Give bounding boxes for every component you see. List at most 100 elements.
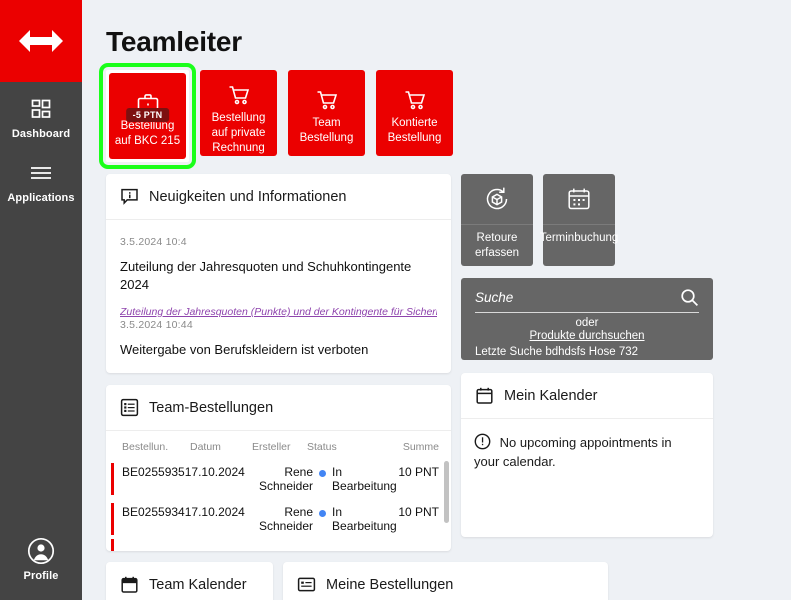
table-header-row: Bestellun. Datum Ersteller Status Summe	[106, 431, 451, 459]
my-orders-card-header: Meine Bestellungen	[283, 562, 608, 600]
column-header-summe: Summe	[402, 441, 439, 453]
team-calendar-card-title: Team Kalender	[149, 576, 247, 593]
table-row[interactable]: BE0255935 17.10.2024 Rene Schneider In B…	[106, 459, 451, 499]
table-scrollbar[interactable]	[444, 461, 449, 523]
sidebar-item-dashboard[interactable]: Dashboard	[0, 82, 82, 146]
last-search-text: Letzte Suche bdhdsfs Hose 732	[475, 346, 639, 358]
right-column: Retoure erfassen	[461, 174, 713, 551]
calendar-empty-message-wrapper: No upcoming appointments in your calenda…	[474, 433, 700, 471]
cell-datum: 17.10.2024	[184, 465, 245, 479]
table-row[interactable]: BE0255934 17.10.2024 Rene Schneider In B…	[106, 499, 451, 539]
column-header-status: Status	[307, 441, 337, 453]
action-tile-private-wrapper: Bestellung auf private Rechnung	[200, 70, 277, 162]
team-orders-table: Bestellun. Datum Ersteller Status Summe …	[106, 431, 451, 551]
my-orders-card-title: Meine Bestellungen	[326, 576, 454, 593]
news-entry-date: 3.5.2024 10:44	[120, 319, 193, 331]
calendar-icon	[475, 386, 494, 405]
sidebar-item-profile[interactable]: Profile	[0, 524, 82, 600]
cell-datum: 17.10.2024	[184, 505, 245, 519]
tile-divider	[461, 224, 533, 225]
search-icon[interactable]	[680, 288, 699, 307]
sbb-logo[interactable]	[0, 0, 82, 82]
search-card: oder Produkte durchsuchen Letzte Suche b…	[461, 278, 713, 360]
search-row	[475, 288, 699, 313]
action-tile-bestellung-auf-private-rechnung-label: Bestellung auf private Rechnung	[211, 112, 266, 154]
news-card-header: Neuigkeiten und Informationen	[106, 174, 451, 220]
user-circle-icon	[27, 537, 55, 565]
cell-bestellung: BE0255935	[122, 465, 185, 479]
left-column: Neuigkeiten und Informationen 3.5.2024 1…	[106, 174, 451, 551]
news-card: Neuigkeiten und Informationen 3.5.2024 1…	[106, 174, 451, 373]
news-card-body: 3.5.2024 10:4 Zuteilung der Jahresquoten…	[106, 220, 451, 373]
dashboard-columns: Neuigkeiten und Informationen 3.5.2024 1…	[106, 174, 777, 551]
tile-divider	[543, 224, 615, 225]
quick-action-tiles: -5 PTN Bestellung auf BKC 215	[99, 63, 777, 169]
sidebar-item-profile-label: Profile	[23, 570, 59, 582]
cell-ersteller: Rene Schneider	[258, 505, 314, 533]
secondary-action-tiles: Retoure erfassen	[461, 174, 713, 266]
cell-summe: 10 PNT	[398, 465, 439, 479]
calendar-icon	[120, 575, 139, 594]
action-tile-team-wrapper: Team Bestellung	[288, 70, 365, 162]
cell-status-label: In Bearbeitung	[332, 505, 397, 533]
browse-products-link[interactable]: Produkte durchsuchen	[529, 330, 645, 342]
team-orders-card: Team-Bestellungen Bestellun. Datum Erste…	[106, 385, 451, 551]
action-tile-team-bestellung-label: Team Bestellung	[299, 117, 354, 144]
team-calendar-card-header: Team Kalender	[106, 562, 273, 600]
status-dot-icon	[319, 470, 327, 477]
action-tile-terminbuchung[interactable]: Terminbuchung	[540, 174, 618, 266]
news-entry-link[interactable]: Zuteilung der Jahresquoten (Punkte) und …	[120, 306, 437, 318]
info-speech-bubble-icon	[120, 187, 139, 206]
cell-ersteller: Rene Schneider	[258, 465, 314, 493]
search-or-label: oder	[575, 317, 599, 329]
table-row-partial[interactable]	[106, 539, 451, 551]
news-card-title: Neuigkeiten und Informationen	[149, 188, 347, 205]
cell-status-label: In Bearbeitung	[332, 465, 397, 493]
hamburger-icon	[29, 160, 53, 186]
sidebar-item-dashboard-label: Dashboard	[11, 128, 71, 140]
action-tile-kontierte-bestellung[interactable]: Kontierte Bestellung	[376, 70, 453, 156]
team-orders-card-title: Team-Bestellungen	[149, 399, 274, 416]
column-header-bestellung: Bestellun.	[122, 441, 169, 453]
search-input[interactable]	[475, 290, 635, 305]
sidebar: Dashboard Applications	[0, 0, 82, 600]
action-tile-bestellung-auf-bkc[interactable]: -5 PTN Bestellung auf BKC 215	[109, 73, 186, 159]
cell-status: In Bearbeitung	[319, 505, 397, 533]
action-tile-bkc-wrapper: -5 PTN Bestellung auf BKC 215	[99, 63, 196, 169]
list-icon	[120, 398, 139, 417]
sidebar-item-applications[interactable]: Applications	[0, 146, 82, 210]
action-tile-bestellung-auf-bkc-label: Bestellung auf BKC 215	[114, 120, 181, 147]
exclamation-circle-icon	[474, 433, 491, 450]
action-tile-retoure-erfassen-label: Retoure erfassen	[474, 232, 520, 259]
news-entry-headline: Weitergabe von Berufskleidern ist verbot…	[120, 342, 369, 357]
my-orders-card: Meine Bestellungen	[283, 562, 608, 600]
sidebar-item-applications-label: Applications	[7, 192, 75, 204]
calendar-card-body: No upcoming appointments in your calenda…	[461, 419, 713, 537]
team-orders-card-header: Team-Bestellungen	[106, 385, 451, 431]
news-entry-headline: Zuteilung der Jahresquoten und Schuhkont…	[120, 259, 412, 292]
action-tile-retoure-erfassen[interactable]: Retoure erfassen	[461, 174, 533, 266]
action-tile-team-bestellung[interactable]: Team Bestellung	[288, 70, 365, 156]
main-content: Teamleiter -5 PTN Beste	[82, 0, 791, 600]
action-tile-terminbuchung-label: Terminbuchung	[539, 232, 619, 244]
calendar-card: Mein Kalender No upcoming appo	[461, 373, 713, 537]
action-tile-kontierte-wrapper: Kontierte Bestellung	[376, 70, 453, 162]
page-title: Teamleiter	[106, 26, 242, 57]
cell-bestellung: BE0255934	[122, 505, 185, 519]
return-box-icon	[483, 174, 511, 224]
action-tile-bestellung-auf-private-rechnung[interactable]: Bestellung auf private Rechnung	[200, 70, 277, 156]
calendar-icon	[566, 174, 592, 224]
calendar-card-title: Mein Kalender	[504, 387, 598, 404]
status-dot-icon	[319, 510, 327, 517]
cell-summe: 10 PNT	[398, 505, 439, 519]
cell-status: In Bearbeitung	[319, 465, 397, 493]
action-tile-kontierte-bestellung-label: Kontierte Bestellung	[387, 117, 442, 144]
news-entry-date: 3.5.2024 10:4	[120, 236, 187, 248]
list-icon	[297, 575, 316, 594]
column-header-ersteller: Ersteller	[252, 441, 291, 453]
shopping-cart-icon	[227, 70, 251, 109]
calendar-card-header: Mein Kalender	[461, 373, 713, 419]
team-calendar-card: Team Kalender	[106, 562, 273, 600]
calendar-empty-message: No upcoming appointments in your calenda…	[474, 435, 672, 469]
